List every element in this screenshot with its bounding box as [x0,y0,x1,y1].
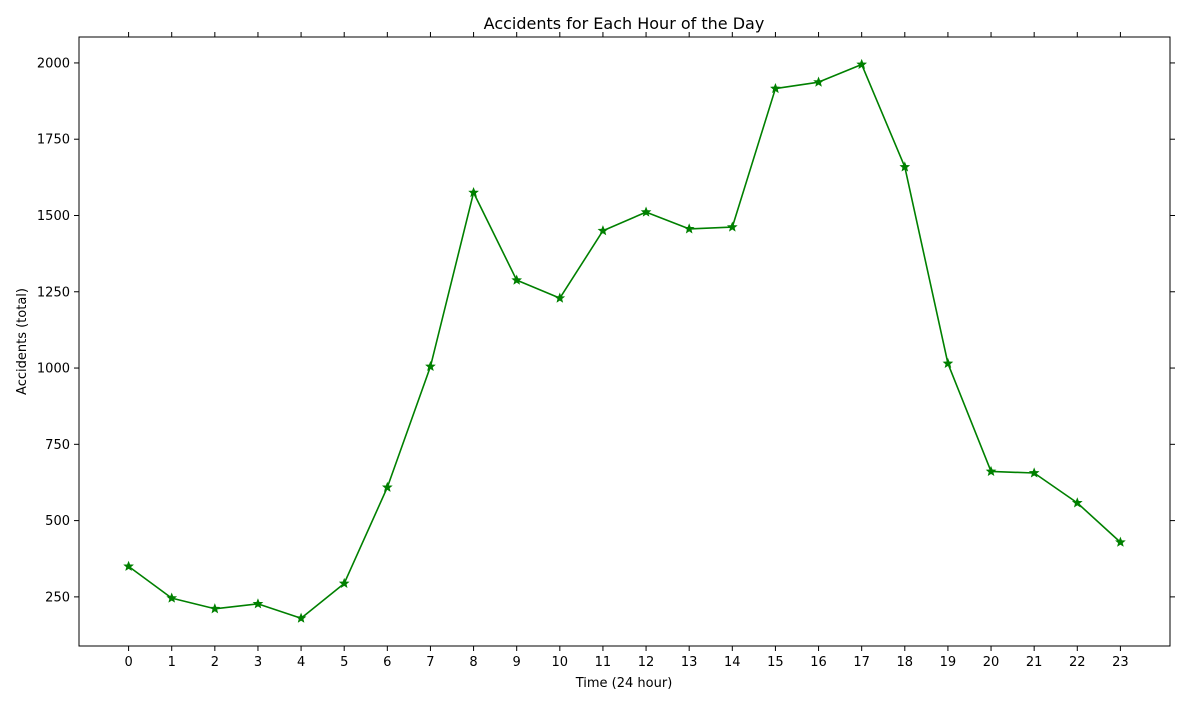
x-tick-label: 23 [1112,655,1129,670]
x-tick-label: 5 [340,655,348,670]
x-tick-label: 16 [810,655,827,670]
x-tick-label: 15 [767,655,784,670]
x-tick-label: 19 [940,655,957,670]
data-point [597,225,609,236]
x-tick-label: 4 [297,655,305,670]
x-tick-label: 22 [1069,655,1086,670]
y-tick-label: 500 [45,514,70,529]
x-axis-label: Time (24 hour) [575,676,673,691]
data-point [770,82,781,94]
y-tick-label: 1250 [37,285,70,300]
x-tick-label: 21 [1026,655,1043,670]
x-tick-label: 10 [552,655,569,670]
x-tick-label: 17 [853,655,870,670]
x-tick-label: 2 [211,655,219,670]
data-point [1028,467,1040,478]
x-tick-label: 7 [426,655,434,670]
data-point [813,76,824,87]
x-tick-label: 18 [897,655,914,670]
x-tick-label: 11 [595,655,612,670]
data-point [381,481,393,492]
data-point [511,274,523,285]
y-axis-label: Accidents (total) [15,288,30,395]
y-tick-label: 250 [45,590,70,605]
data-point [123,560,134,571]
series-line [128,63,1121,620]
x-tick-label: 14 [724,655,741,670]
y-tick-label: 1500 [37,209,70,224]
data-point [856,58,868,69]
chart-title: Accidents for Each Hour of the Day [484,14,765,33]
data-point [468,186,479,198]
y-tick-label: 1750 [37,133,70,148]
x-tick-label: 13 [681,655,698,670]
y-tick-label: 1000 [37,362,70,377]
x-tick-label: 1 [168,655,176,670]
data-point [338,577,350,588]
x-tick-label: 8 [469,655,477,670]
x-tick-label: 0 [124,655,132,670]
data-point [166,592,178,603]
axis-ticks: 0 1 2 3 4 5 6 7 8 9 10 11 12 13 14 15 16 17 18 19 20 21 22 2325… [37,32,1175,670]
data-point [1071,497,1083,508]
data-point [899,161,911,172]
data-point [683,223,695,234]
x-tick-label: 6 [383,655,391,670]
data-point [1115,536,1126,547]
data-point [295,612,307,623]
x-tick-label: 9 [513,655,521,670]
x-tick-label: 12 [638,655,655,670]
data-point [726,221,738,232]
x-tick-label: 20 [983,655,1000,670]
data-point [985,465,997,477]
y-tick-label: 750 [45,438,70,453]
plot-frame [78,36,1171,647]
data-point [425,360,436,372]
data-point [640,206,652,217]
series-layer [123,58,1126,623]
data-point [942,357,954,369]
y-tick-label: 2000 [37,56,70,71]
x-tick-label: 3 [254,655,262,670]
data-point [554,292,566,303]
data-point [252,598,264,609]
data-point [209,603,221,614]
